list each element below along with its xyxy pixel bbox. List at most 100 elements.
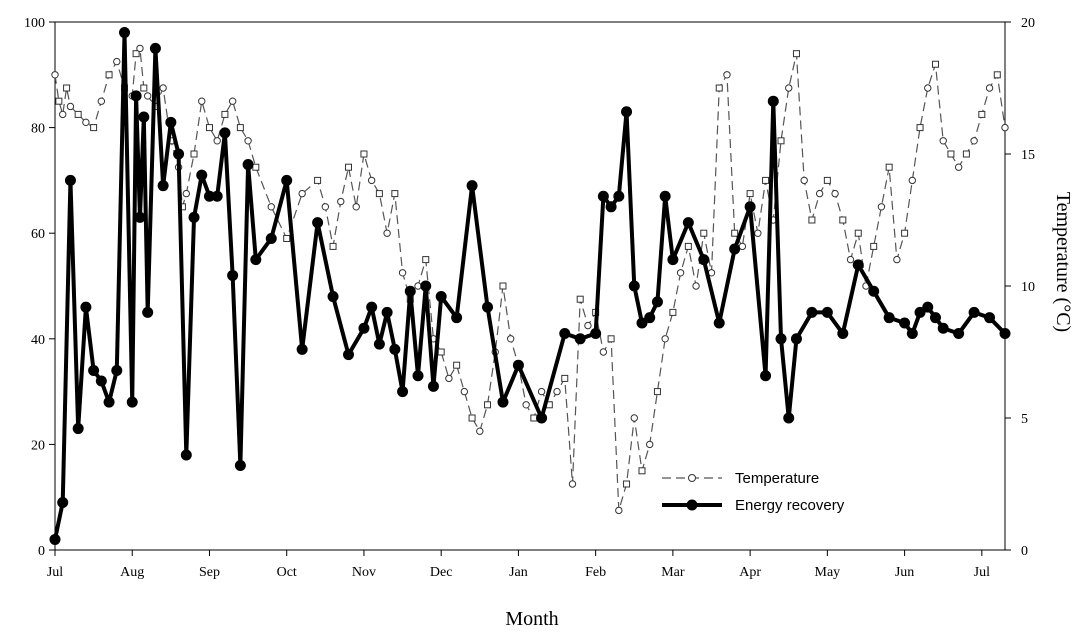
energy-recovery-point bbox=[296, 343, 308, 355]
y-right-tick-label: 0 bbox=[1021, 544, 1028, 559]
energy-recovery-point bbox=[667, 254, 679, 266]
energy-recovery-point bbox=[512, 359, 524, 371]
legend-temperature-marker bbox=[688, 474, 696, 482]
temperature-point bbox=[576, 295, 584, 303]
y-right-tick-label: 10 bbox=[1021, 280, 1035, 295]
energy-recovery-point bbox=[984, 312, 996, 324]
y-right-tick-label: 20 bbox=[1021, 16, 1035, 31]
temperature-point bbox=[105, 71, 113, 79]
temperature-point bbox=[321, 203, 330, 211]
energy-recovery-point bbox=[157, 180, 169, 192]
energy-recovery-point bbox=[574, 333, 586, 345]
energy-recovery-point bbox=[682, 217, 694, 229]
temperature-point bbox=[484, 401, 492, 409]
x-tick-label: Sep bbox=[199, 565, 220, 580]
temperature-point bbox=[561, 374, 569, 382]
energy-recovery-point bbox=[636, 317, 648, 329]
energy-recovery-point bbox=[914, 306, 926, 318]
energy-recovery-point bbox=[134, 211, 146, 223]
temperature-point bbox=[1001, 123, 1009, 132]
x-tick-label: Nov bbox=[352, 565, 376, 580]
energy-recovery-point bbox=[381, 306, 393, 318]
temperature-point bbox=[939, 137, 947, 145]
legend-energy-label: Energy recovery bbox=[735, 497, 845, 514]
temperature-point bbox=[506, 335, 515, 343]
temperature-point bbox=[553, 387, 561, 396]
energy-recovery-point bbox=[628, 280, 640, 292]
energy-recovery-point bbox=[621, 106, 633, 118]
temperature-point bbox=[398, 269, 407, 277]
temperature-point bbox=[661, 335, 669, 343]
temperature-point bbox=[298, 189, 306, 198]
x-axis-ticks: Jul Aug Sep Oct Nov Dec Jan Feb Mar Apr May Jun Jul bbox=[47, 550, 990, 580]
temperature-point bbox=[870, 242, 878, 250]
temperature-point bbox=[59, 110, 67, 119]
energy-recovery-point bbox=[165, 116, 177, 128]
energy-recovery-point bbox=[698, 254, 710, 266]
temperature-point bbox=[993, 71, 1001, 79]
temperature-point bbox=[908, 176, 917, 185]
temperature-point bbox=[221, 110, 229, 118]
energy-recovery-point bbox=[173, 148, 185, 160]
energy-recovery-point bbox=[64, 174, 76, 186]
x-tick-label: Feb bbox=[585, 565, 606, 580]
energy-recovery-point bbox=[883, 312, 895, 324]
energy-recovery-point bbox=[219, 127, 231, 139]
energy-recovery-point bbox=[536, 412, 548, 424]
energy-recovery-point bbox=[211, 190, 223, 202]
temperature-point bbox=[584, 321, 592, 330]
temperature-point bbox=[140, 84, 148, 92]
temperature-point bbox=[375, 190, 383, 198]
energy-recovery-point bbox=[281, 174, 293, 186]
energy-recovery-point bbox=[783, 412, 795, 424]
temperature-point bbox=[854, 229, 862, 237]
energy-recovery-point bbox=[775, 333, 787, 345]
temperature-point bbox=[978, 110, 986, 118]
energy-recovery-point bbox=[234, 460, 246, 472]
temperature-point bbox=[653, 388, 661, 396]
temperature-point bbox=[460, 387, 469, 396]
temperature-point bbox=[383, 229, 391, 237]
y-left-tick-label: 40 bbox=[31, 333, 45, 348]
temperature-point bbox=[962, 150, 970, 158]
energy-recovery-point bbox=[358, 322, 370, 334]
energy-recovery-point bbox=[404, 285, 416, 297]
energy-recovery-point bbox=[852, 259, 864, 271]
x-tick-label: Jul bbox=[47, 565, 63, 580]
y-right-tick-label: 15 bbox=[1021, 148, 1035, 163]
energy-recovery-point bbox=[389, 343, 401, 355]
energy-recovery-point bbox=[767, 95, 779, 107]
legend: Temperature Energy recovery bbox=[662, 470, 845, 514]
temperature-point bbox=[599, 348, 608, 356]
y-right-axis-ticks: 0 5 10 15 20 bbox=[1005, 16, 1035, 559]
energy-recovery-point bbox=[397, 386, 409, 398]
energy-recovery-point bbox=[250, 254, 262, 266]
energy-recovery-point bbox=[342, 349, 354, 361]
temperature-point bbox=[90, 124, 98, 132]
x-tick-label: Mar bbox=[661, 565, 685, 580]
energy-recovery-point bbox=[119, 27, 131, 39]
temperature-point bbox=[453, 361, 461, 369]
energy-recovery-point bbox=[605, 201, 617, 213]
temperature-point bbox=[360, 150, 368, 158]
y-left-axis-ticks: 0 20 40 60 80 100 bbox=[24, 16, 55, 559]
temperature-point bbox=[132, 50, 140, 58]
energy-recovery-point bbox=[937, 322, 949, 334]
temperature-line bbox=[54, 46, 1006, 511]
temperature-point bbox=[607, 335, 615, 343]
energy-recovery-series bbox=[49, 27, 1011, 545]
temperature-point bbox=[785, 84, 793, 92]
temperature-point bbox=[190, 150, 198, 158]
temperature-point bbox=[422, 256, 430, 264]
energy-recovery-point bbox=[103, 396, 115, 408]
energy-recovery-point bbox=[130, 90, 142, 102]
energy-recovery-point bbox=[49, 533, 61, 545]
temperature-point bbox=[476, 427, 484, 435]
temperature-point bbox=[391, 190, 399, 198]
y-right-axis-title: Temperature (°C) bbox=[1052, 192, 1074, 332]
energy-recovery-point bbox=[203, 190, 215, 202]
energy-recovery-point bbox=[111, 364, 123, 376]
x-tick-label: Jul bbox=[974, 565, 990, 580]
temperature-point bbox=[344, 163, 352, 171]
